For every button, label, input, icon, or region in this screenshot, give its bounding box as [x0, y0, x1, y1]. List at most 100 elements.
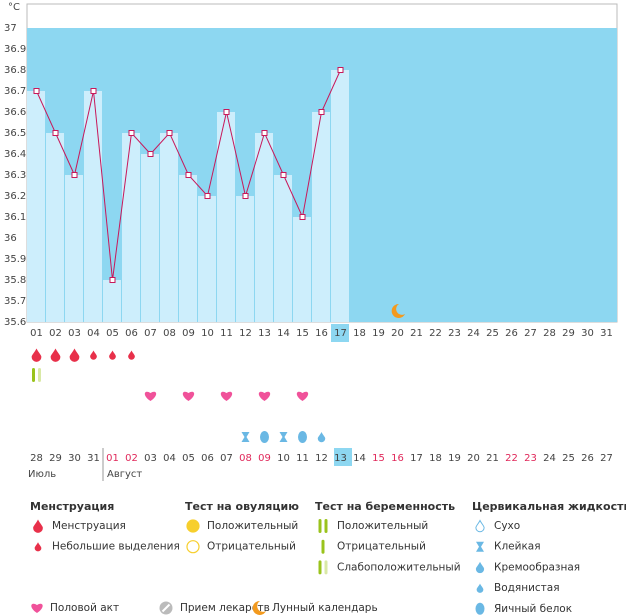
date-label: 26 — [581, 453, 594, 464]
legend-item: Отрицательный — [337, 541, 426, 553]
x-tick-label: 11 — [220, 328, 233, 339]
x-tick-label: 17 — [334, 328, 347, 339]
legend-item: Положительный — [207, 520, 298, 532]
point-marker — [147, 151, 154, 157]
x-tick-label: 01 — [30, 328, 43, 339]
y-tick-label: 36.4 — [4, 149, 26, 160]
temperature-bar — [179, 175, 197, 322]
point-marker — [337, 67, 344, 73]
menstruation-icon — [109, 350, 116, 360]
egg-white-icon — [260, 431, 269, 443]
x-tick-label: 14 — [277, 328, 290, 339]
temperature-bar — [84, 91, 102, 322]
pill-slash — [161, 603, 171, 613]
creamy-icon — [475, 561, 485, 574]
temperature-bar — [27, 91, 45, 322]
point-marker — [52, 130, 59, 136]
test-bar-icon — [324, 560, 328, 575]
moon-icon — [391, 303, 405, 318]
test-bar-icon — [38, 368, 41, 382]
legend-item: Отрицательный — [207, 541, 296, 553]
date-label: 20 — [467, 453, 480, 464]
legend-item: Положительный — [337, 520, 428, 532]
legend-item: Прием лекарств — [180, 602, 270, 614]
y-tick-label: 36.2 — [4, 191, 26, 202]
y-tick-label: 36.7 — [4, 86, 26, 97]
point-marker — [242, 193, 249, 199]
spotting-icon — [34, 542, 42, 552]
temperature-bar — [331, 70, 349, 322]
y-tick-label: 36.6 — [4, 107, 26, 118]
y-tick-label: 35.9 — [4, 254, 26, 265]
test-bar-icon — [324, 519, 328, 533]
x-tick-label: 12 — [239, 328, 252, 339]
heart-icon — [182, 391, 195, 401]
date-label: 30 — [68, 453, 81, 464]
month-label: Июль — [28, 469, 56, 480]
temperature-bar — [103, 280, 121, 322]
ovulation-icon — [186, 519, 200, 533]
point-marker — [128, 130, 135, 136]
legend-item: Слабоположительный — [337, 561, 461, 573]
x-tick-label: 10 — [201, 328, 214, 339]
point-marker — [33, 88, 40, 94]
x-tick-label: 26 — [505, 328, 518, 339]
x-tick-label: 20 — [391, 328, 404, 339]
menstruation-icon — [33, 519, 43, 533]
date-label: 05 — [182, 453, 195, 464]
y-tick-label: 36.8 — [4, 65, 26, 76]
x-tick-label: 19 — [372, 328, 385, 339]
temperature-bar — [236, 196, 254, 322]
ovulation-icon — [186, 540, 200, 554]
point-marker — [223, 109, 230, 115]
temperature-bar — [160, 133, 178, 322]
test-bar-icon — [318, 519, 322, 533]
legend-item: Сухо — [494, 520, 520, 532]
date-label: 04 — [163, 453, 176, 464]
x-tick-label: 31 — [600, 328, 613, 339]
date-label: 27 — [600, 453, 613, 464]
point-marker — [299, 214, 306, 220]
point-marker — [109, 277, 116, 283]
heart-icon — [31, 603, 43, 613]
today-highlight — [331, 324, 349, 342]
x-tick-label: 27 — [524, 328, 537, 339]
x-tick-label: 02 — [49, 328, 62, 339]
date-label: 10 — [277, 453, 290, 464]
x-tick-label: 06 — [125, 328, 138, 339]
hourglass-icon — [279, 432, 288, 442]
legend-item: Водянистая — [494, 582, 560, 594]
date-label: 12 — [315, 453, 328, 464]
date-label: 29 — [49, 453, 62, 464]
date-label: 28 — [30, 453, 43, 464]
x-tick-label: 18 — [353, 328, 366, 339]
x-tick-label: 28 — [543, 328, 556, 339]
temperature-bar — [274, 175, 292, 322]
heart-icon — [220, 391, 233, 401]
menstruation-icon — [90, 350, 97, 360]
date-label: 19 — [448, 453, 461, 464]
legend-item: Небольшие выделения — [52, 541, 180, 553]
month-label: Август — [107, 469, 142, 480]
x-tick-label: 13 — [258, 328, 271, 339]
watery-icon — [476, 583, 484, 593]
y-tick-label: 36.3 — [4, 170, 26, 181]
temperature-bar — [46, 133, 64, 322]
heart-icon — [296, 391, 309, 401]
date-label: 22 — [505, 453, 518, 464]
heart-icon — [144, 391, 157, 401]
x-tick-label: 24 — [467, 328, 480, 339]
date-label: 11 — [296, 453, 309, 464]
date-label: 25 — [562, 453, 575, 464]
unit-label: °C — [8, 2, 20, 13]
y-tick-label: 36.5 — [4, 128, 26, 139]
point-marker — [318, 109, 325, 115]
date-label: 21 — [486, 453, 499, 464]
date-label: 03 — [144, 453, 157, 464]
y-tick-label: 36.9 — [4, 44, 26, 55]
x-tick-label: 05 — [106, 328, 119, 339]
date-label: 07 — [220, 453, 233, 464]
x-tick-label: 07 — [144, 328, 157, 339]
y-tick-label: 35.7 — [4, 296, 26, 307]
date-label: 02 — [125, 453, 138, 464]
